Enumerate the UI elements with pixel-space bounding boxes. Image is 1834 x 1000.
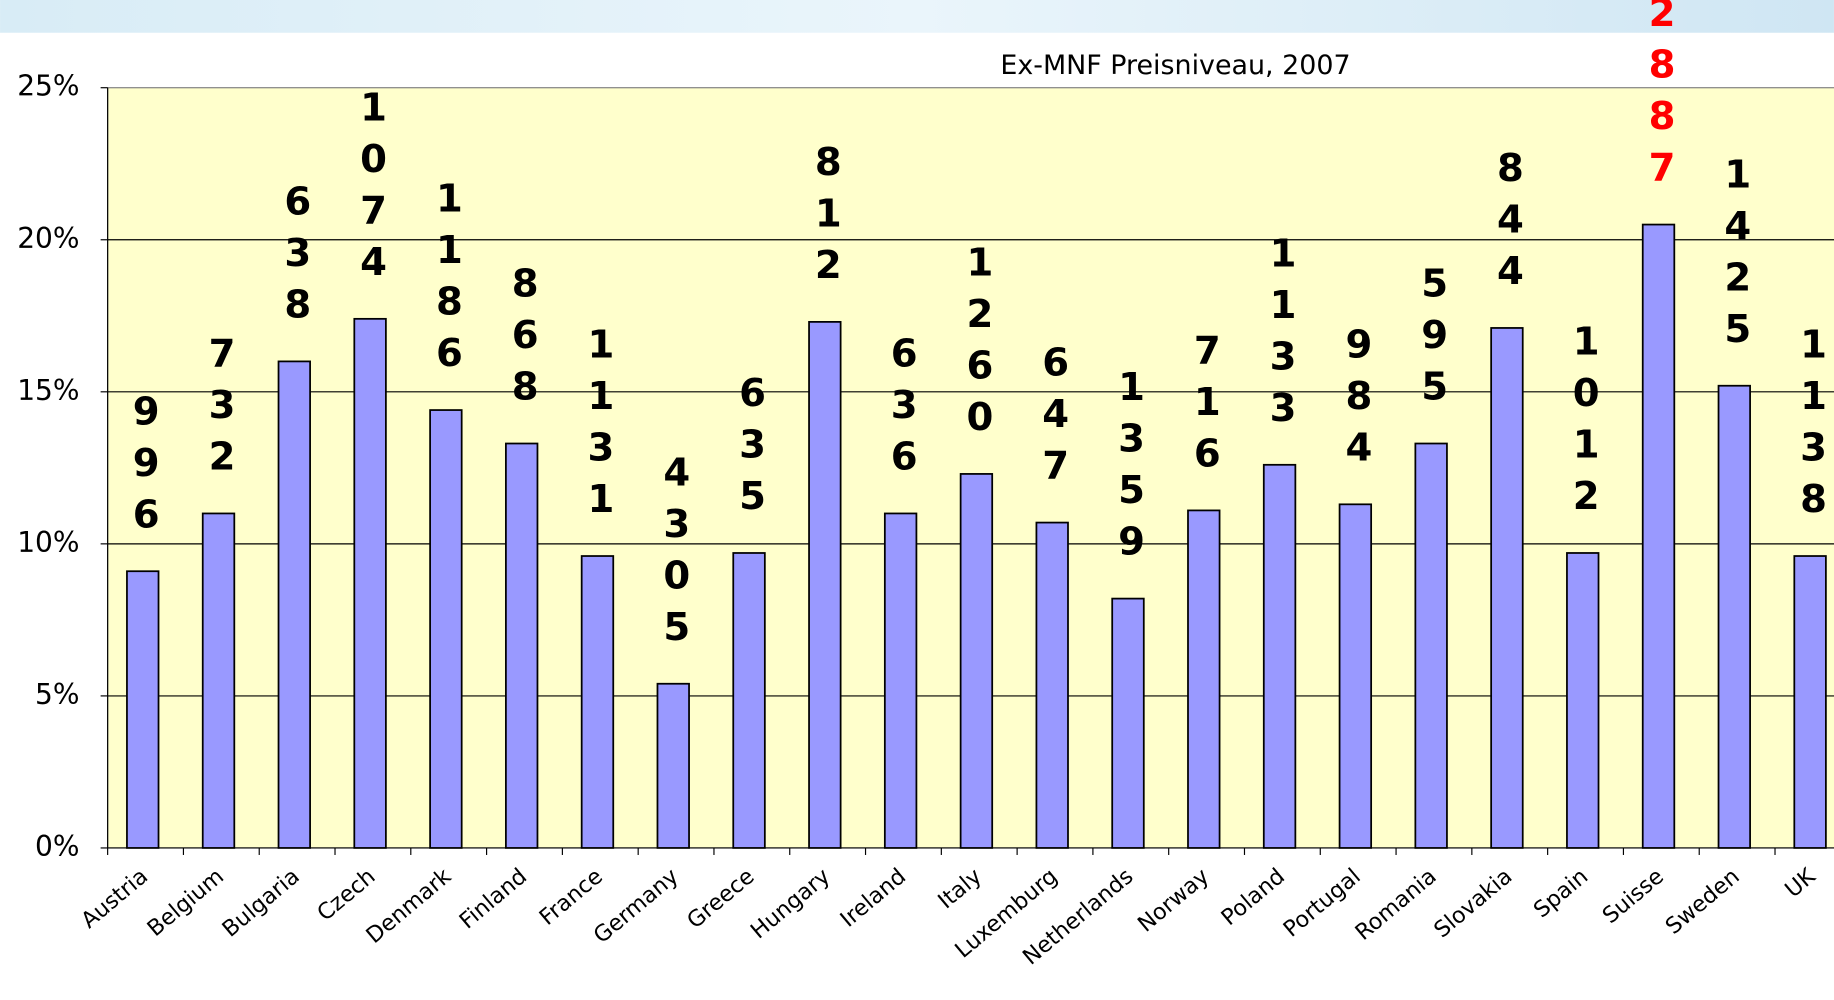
bar	[201, 512, 236, 849]
bar	[1035, 521, 1069, 849]
bar	[1414, 442, 1448, 849]
y-tick-label: 5%	[35, 678, 80, 711]
y-tick-label: 15%	[17, 374, 79, 407]
x-tick-label: Denmark	[361, 863, 456, 949]
bar	[126, 570, 160, 849]
bar	[883, 512, 918, 849]
bar	[1641, 223, 1676, 849]
x-tick-label: Spain	[1529, 863, 1593, 923]
bar	[808, 320, 842, 849]
bar	[1566, 552, 1600, 849]
bar	[1717, 384, 1751, 849]
x-tick-label: Sweden	[1661, 863, 1745, 939]
x-tick-label: Portugal	[1279, 863, 1366, 942]
x-tick-label: Suisse	[1598, 863, 1669, 929]
x-tick-label: Romania	[1350, 863, 1441, 945]
x-tick-label: Austria	[76, 863, 153, 933]
y-tick-label: 20%	[17, 222, 79, 255]
bar	[1338, 503, 1373, 849]
y-tick-label: 0%	[35, 830, 80, 863]
x-tick-label: Germany	[589, 863, 684, 949]
bar	[656, 682, 690, 849]
header-band	[0, 0, 1834, 33]
bar	[353, 317, 387, 849]
x-tick-label: UK	[1780, 862, 1821, 903]
x-tick-label: Czech	[312, 863, 380, 926]
bar	[1793, 555, 1827, 849]
bar	[1187, 509, 1221, 849]
bar	[277, 360, 311, 849]
x-tick-label: Hungary	[746, 863, 835, 944]
x-tick-label: Norway	[1133, 863, 1214, 937]
y-tick-label: 25%	[17, 70, 79, 103]
x-tick-label: Belgium	[142, 863, 228, 941]
y-tick-label: 10%	[17, 526, 79, 559]
chart-title: Ex-MNF Preisniveau, 2007	[1000, 50, 1350, 81]
bar	[1262, 463, 1297, 849]
bar	[732, 552, 766, 849]
bar	[429, 409, 463, 849]
bar	[580, 555, 615, 849]
x-tick-label: Finland	[455, 863, 533, 934]
bar	[505, 442, 539, 849]
x-tick-label: Italy	[933, 863, 987, 914]
bar	[1490, 327, 1524, 849]
x-tick-label: Bulgaria	[217, 863, 304, 942]
x-tick-label: Ireland	[835, 863, 911, 932]
x-tick-label: Slovakia	[1429, 863, 1517, 943]
bar	[1111, 597, 1145, 849]
bar	[959, 473, 994, 849]
